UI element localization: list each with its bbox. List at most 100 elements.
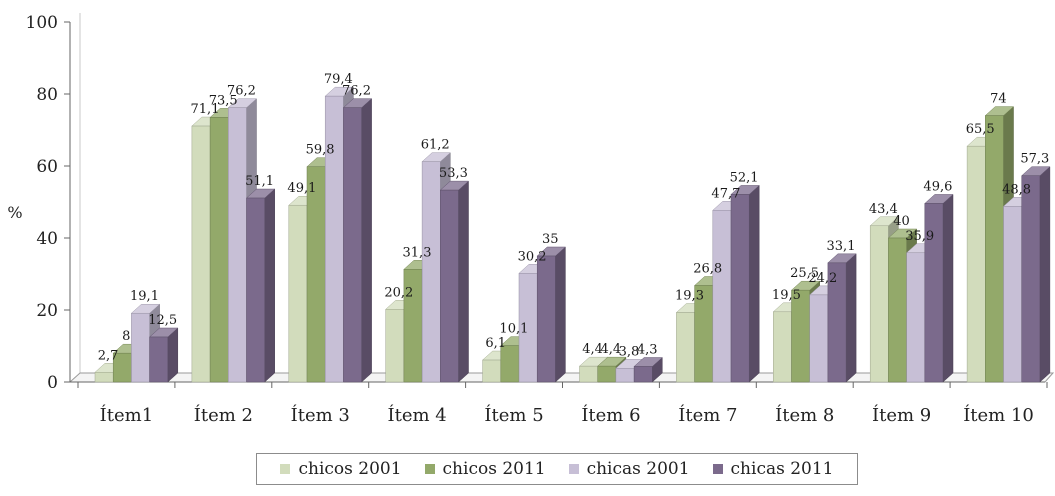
bar-front xyxy=(385,309,405,383)
legend-item-chicos-2011: chicos 2011 xyxy=(424,459,546,479)
legend-label-chicas-2011: chicas 2011 xyxy=(730,459,834,479)
y-tick-label: 80 xyxy=(36,85,58,105)
bar-front xyxy=(730,194,750,383)
data-label: 19,5 xyxy=(772,288,801,303)
bar-front xyxy=(615,368,635,383)
data-label: 49,6 xyxy=(923,179,952,194)
data-label: 35 xyxy=(542,232,559,247)
data-label: 59,8 xyxy=(306,143,335,158)
bar-front xyxy=(888,237,907,383)
bar-front xyxy=(712,210,732,383)
legend-swatch-chicas-2011 xyxy=(712,464,723,474)
legend-item-chicas-2001: chicas 2001 xyxy=(568,459,690,479)
data-label: 47,7 xyxy=(711,186,740,201)
bar-side xyxy=(458,180,469,383)
data-label: 79,4 xyxy=(324,72,353,87)
data-label: 30,2 xyxy=(518,249,547,264)
bar-front xyxy=(421,161,441,383)
bar-front xyxy=(94,372,114,383)
bar xyxy=(924,193,954,383)
bar-side xyxy=(167,327,179,383)
bar-front xyxy=(440,189,459,383)
bar-front xyxy=(966,145,986,383)
bar-front xyxy=(985,115,1004,383)
bar-front xyxy=(579,365,598,383)
bar xyxy=(1021,166,1051,383)
x-tick-label: Ítem 9 xyxy=(872,403,931,426)
bar-side xyxy=(748,184,760,383)
data-label: 10,1 xyxy=(499,322,528,337)
legend-item-chicos-2001: chicos 2001 xyxy=(280,459,402,479)
bar-front xyxy=(500,345,520,383)
bar-side xyxy=(1039,166,1051,383)
data-label: 43,4 xyxy=(869,202,898,217)
x-tick-label: Ítem1 xyxy=(100,403,154,426)
legend-label-chicos-2011: chicos 2011 xyxy=(442,459,546,479)
bar-front xyxy=(306,166,326,383)
data-label: 24,2 xyxy=(808,271,837,286)
y-tick-label: 40 xyxy=(36,229,58,249)
data-label: 61,2 xyxy=(421,138,450,153)
bar-front xyxy=(633,366,653,383)
data-label: 25,5 xyxy=(790,266,819,281)
x-tick-label: Ítem 4 xyxy=(388,403,447,426)
x-tick-label: Ítem 3 xyxy=(291,403,350,426)
bar-front xyxy=(343,107,362,383)
data-label: 73,5 xyxy=(209,93,238,108)
bar xyxy=(827,253,857,383)
bar-front xyxy=(827,262,847,383)
legend-item-chicas-2011: chicas 2011 xyxy=(712,459,834,479)
data-label: 76,2 xyxy=(227,84,256,99)
bar-front xyxy=(676,312,695,383)
legend-swatch-chicas-2001 xyxy=(568,464,579,474)
data-label: 26,8 xyxy=(693,262,722,277)
bar xyxy=(730,184,760,383)
bar xyxy=(245,188,276,383)
data-label: 8 xyxy=(122,329,130,344)
x-tick-label: Ítem 2 xyxy=(194,403,253,426)
bar-front xyxy=(149,336,169,383)
data-label: 52,1 xyxy=(730,170,759,185)
data-label: 3,8 xyxy=(619,344,640,359)
bar-front xyxy=(191,125,211,383)
data-label: 48,8 xyxy=(1002,182,1031,197)
bar-side xyxy=(555,246,566,383)
bar-front xyxy=(246,197,265,383)
data-label: 65,5 xyxy=(966,122,995,137)
bar-side xyxy=(942,193,954,383)
data-label: 4,3 xyxy=(637,343,658,358)
y-tick-label: 0 xyxy=(47,373,58,393)
bar-front xyxy=(791,289,810,383)
bar xyxy=(536,246,567,383)
data-label: 33,1 xyxy=(827,239,856,254)
x-tick-label: Ítem 6 xyxy=(581,403,640,426)
bar xyxy=(439,180,470,383)
x-tick-label: Ítem 8 xyxy=(775,403,834,426)
bar-front xyxy=(1021,175,1041,383)
y-axis-label: % xyxy=(7,203,22,222)
bar-front xyxy=(809,294,829,383)
x-tick-label: Ítem 7 xyxy=(678,403,737,426)
data-label: 19,1 xyxy=(130,289,159,304)
bar-front xyxy=(773,311,792,383)
bar-front xyxy=(1003,206,1022,383)
data-label: 2,7 xyxy=(98,348,119,363)
data-label: 19,3 xyxy=(675,289,704,304)
bar-front xyxy=(906,252,926,383)
data-label: 4,4 xyxy=(582,342,603,357)
bar-front xyxy=(209,117,229,383)
bar-front xyxy=(288,204,308,383)
data-label: 53,3 xyxy=(439,166,468,181)
data-label: 40 xyxy=(893,214,910,229)
y-tick-label: 60 xyxy=(36,157,58,177)
data-label: 57,3 xyxy=(1020,152,1049,167)
x-tick-label: Ítem 5 xyxy=(484,403,543,426)
data-label: 6,1 xyxy=(485,336,506,351)
data-label: 74 xyxy=(990,92,1007,107)
bar xyxy=(633,356,663,383)
bar-front xyxy=(536,255,556,383)
data-label: 35,9 xyxy=(905,229,934,244)
legend: chicos 2001 chicos 2011 chicas 2001 chic… xyxy=(256,453,858,485)
x-tick-label: Ítem 10 xyxy=(963,403,1034,426)
